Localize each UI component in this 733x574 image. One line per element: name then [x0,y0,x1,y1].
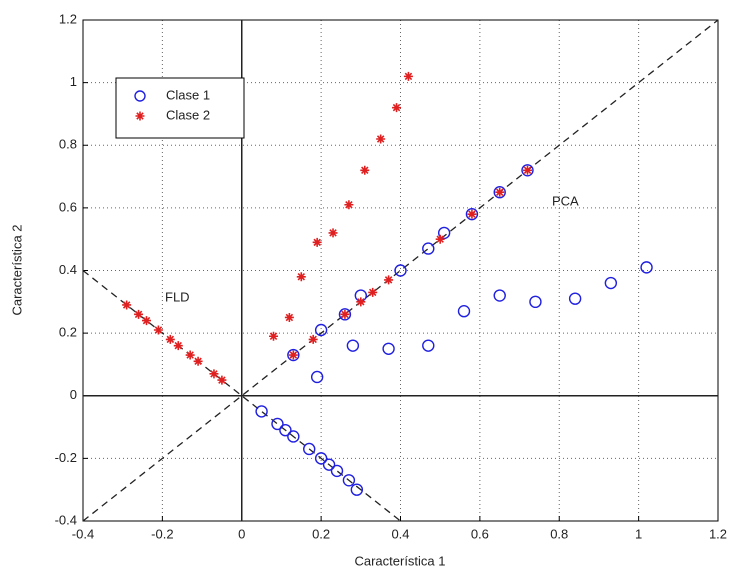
x-tick-label: -0.4 [72,526,94,541]
point [186,351,195,360]
point [368,288,377,297]
x-tick-label: 0.2 [312,526,330,541]
legend-label: Clase 2 [166,107,210,122]
point [313,238,322,247]
y-tick-label: 0.8 [59,137,77,152]
y-tick-label: 0 [70,387,77,402]
point [154,325,163,334]
point [217,376,226,385]
point [309,335,318,344]
chart: Característica 1 Característica 2 -0.4-0… [0,0,733,574]
x-tick-label: 0 [238,526,245,541]
x-tick-label: -0.2 [151,526,173,541]
point [436,235,445,244]
point [194,357,203,366]
point [404,72,413,81]
x-tick-label: 1 [635,526,642,541]
point [356,297,365,306]
point [392,103,401,112]
x-tick-label: 0.4 [391,526,409,541]
y-tick-label: 0.4 [59,262,77,277]
y-tick-label: 1.2 [59,11,77,26]
point [142,316,151,325]
point [384,275,393,284]
y-tick-label: 1 [70,74,77,89]
legend-label: Clase 1 [166,87,210,102]
y-tick-label: 0.2 [59,325,77,340]
point [467,210,476,219]
y-tick-label: -0.4 [55,512,77,527]
point [360,166,369,175]
point [289,351,298,360]
reference-label: PCA [552,193,579,208]
x-axis-label: Característica 1 [354,553,445,568]
point [166,335,175,344]
point [209,369,218,378]
y-axis-label: Característica 2 [9,224,24,315]
x-tick-label: 0.6 [471,526,489,541]
legend-marker [136,112,145,121]
y-tick-label: 0.6 [59,199,77,214]
y-tick-label: -0.2 [55,450,77,465]
x-tick-label: 0.8 [550,526,568,541]
point [495,188,504,197]
point [122,300,131,309]
x-tick-label: 1.2 [709,526,727,541]
point [297,272,306,281]
point [134,310,143,319]
point [344,200,353,209]
point [329,228,338,237]
point [285,313,294,322]
reference-label: FLD [165,289,190,304]
point [523,166,532,175]
point [340,310,349,319]
point [376,134,385,143]
point [174,341,183,350]
point [269,332,278,341]
